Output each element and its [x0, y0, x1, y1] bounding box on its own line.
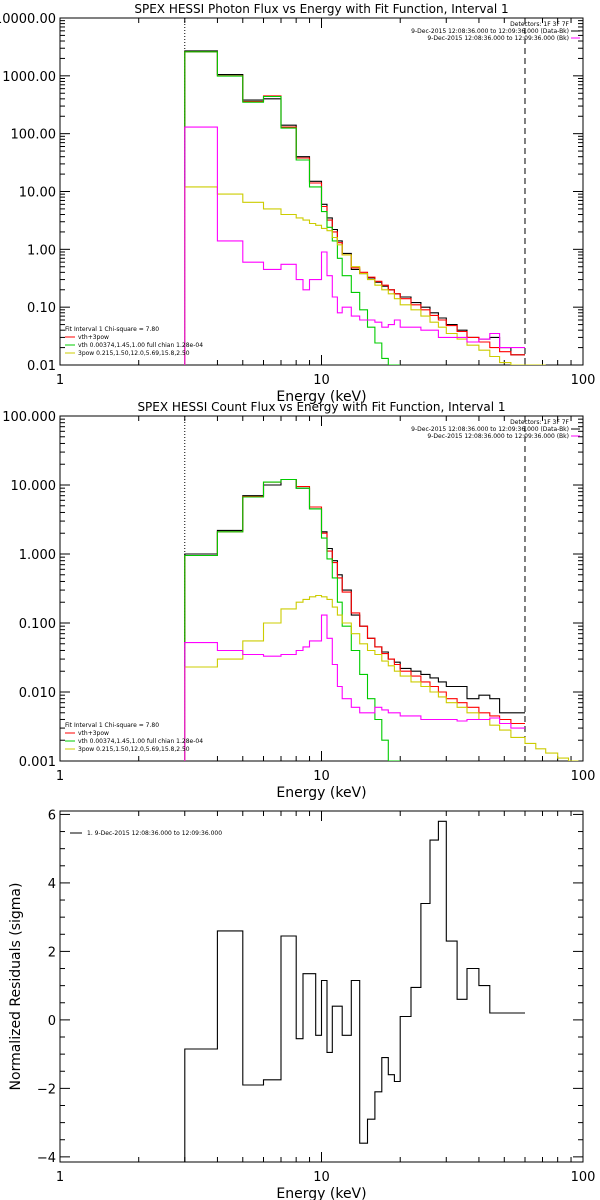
chart-title: SPEX HESSI Photon Flux vs Energy with Fi… — [134, 2, 508, 16]
fit-legend-line: vth 0.00374,1.45,1.00 full chian 1.28e-0… — [78, 342, 203, 349]
fit-legend-line: Fit Interval 1 Chi-square = 7.80 — [65, 326, 159, 333]
fit-legend-line: vth+3pow — [78, 730, 109, 737]
fit-legend: Fit Interval 1 Chi-square = 7.80vth+3pow… — [65, 326, 203, 357]
y-tick-label: 1000.00 — [2, 70, 56, 85]
y-tick-label: 100.00 — [11, 128, 57, 143]
detector-info-line: Detectors: 1F 3F 7F — [510, 21, 569, 28]
y-axis: −4 −2 0 2 4 6 Normalized Residuals (sigma) — [8, 808, 583, 1166]
y-tick-label: 10.00 — [19, 186, 56, 201]
series-vth — [184, 478, 401, 761]
x-tick-label: 100 — [571, 373, 596, 388]
x-tick-label: 10 — [313, 373, 330, 388]
x-tick-label: 1 — [56, 373, 64, 388]
legend-label: 1. 9-Dec-2015 12:08:36.000 to 12:09:36.0… — [87, 830, 222, 837]
detector-info-line: 9-Dec-2015 12:08:36.000 to 12:09:36.000 … — [411, 426, 569, 433]
fit-legend-line: vth 0.00374,1.45,1.00 full chian 1.28e-0… — [78, 738, 203, 745]
x-axis: 1 10 100 Energy (keV) — [56, 18, 596, 405]
chart-3: 1 10 100 Energy (keV) −4 −2 0 2 4 6 Normalized Res… — [8, 808, 595, 1200]
x-tick-label: 1 — [56, 769, 64, 784]
series-data-bk — [184, 478, 525, 761]
series-1-9-dec-2015-12-08-36-000-to-12-09-36-000 — [184, 820, 525, 1162]
y-tick-label: 2 — [48, 945, 56, 960]
fit-legend-line: 3pow 0.215,1.50,12.0,5.69,15.8,2.50 — [78, 350, 190, 357]
detector-info-line: 9-Dec-2015 12:08:36.000 to 12:09:36.000 … — [427, 35, 569, 42]
legend: 1. 9-Dec-2015 12:08:36.000 to 12:09:36.0… — [70, 830, 222, 837]
y-tick-label: 0.100 — [19, 617, 56, 632]
x-tick-label: 100 — [571, 769, 596, 784]
detector-info-line: 9-Dec-2015 12:08:36.000 to 12:09:36.000 … — [427, 433, 569, 440]
x-tick-label: 100 — [571, 1170, 596, 1185]
fit-legend: Fit Interval 1 Chi-square = 7.80vth+3pow… — [65, 722, 203, 753]
chart-1: SPEX HESSI Photon Flux vs Energy with Fi… — [0, 2, 595, 405]
series-vth-3pow — [184, 51, 525, 365]
chart-2: SPEX HESSI Count Flux vs Energy with Fit… — [2, 400, 595, 801]
y-tick-label: 10000.00 — [0, 12, 56, 27]
y-tick-label: 0.10 — [27, 301, 56, 316]
x-axis-label: Energy (keV) — [276, 389, 366, 405]
y-tick-label: 0.001 — [19, 755, 56, 770]
y-axis: 0.01 0.10 1.00 10.00 100.00 1000.00 10000.00 — [0, 12, 583, 374]
y-tick-label: 0 — [48, 1014, 56, 1029]
x-axis-label: Energy (keV) — [276, 785, 366, 801]
x-axis: 1 10 100 Energy (keV) — [56, 811, 596, 1200]
y-tick-label: −4 — [37, 1151, 56, 1166]
series-3pow — [184, 594, 579, 761]
series-vth — [184, 51, 401, 365]
y-tick-label: 100.000 — [2, 410, 56, 425]
fit-legend-line: Fit Interval 1 Chi-square = 7.80 — [65, 722, 159, 729]
series-group — [184, 50, 546, 365]
series-3pow — [184, 186, 546, 365]
detector-info: Detectors: 1F 3F 7F9-Dec-2015 12:08:36.0… — [411, 419, 580, 440]
y-tick-label: 0.010 — [19, 686, 56, 701]
x-tick-label: 10 — [313, 769, 330, 784]
y-tick-label: 0.01 — [27, 359, 56, 374]
series-bk — [184, 614, 525, 761]
fit-legend-line: 3pow 0.215,1.50,12.0,5.69,15.8,2.50 — [78, 746, 190, 753]
chart-title: SPEX HESSI Count Flux vs Energy with Fit… — [137, 400, 505, 414]
y-axis-label: Normalized Residuals (sigma) — [8, 883, 24, 1091]
detector-info-line: 9-Dec-2015 12:08:36.000 to 12:09:36.000 … — [411, 28, 569, 35]
y-tick-label: 10.000 — [11, 479, 57, 494]
plot-frame — [59, 415, 584, 762]
x-axis-label: Energy (keV) — [276, 1186, 366, 1200]
x-axis: 1 10 100 Energy (keV) — [56, 416, 596, 801]
y-tick-label: 1.000 — [19, 548, 56, 563]
y-tick-label: −2 — [37, 1082, 56, 1097]
y-tick-label: 6 — [48, 808, 56, 823]
series-vth-3pow — [184, 478, 525, 761]
y-axis: 0.001 0.010 0.100 1.000 10.000 100.000 — [2, 410, 583, 770]
detector-info: Detectors: 1F 3F 7F9-Dec-2015 12:08:36.0… — [411, 21, 580, 42]
series-group — [184, 478, 579, 761]
series-group — [184, 820, 525, 1162]
y-tick-label: 4 — [48, 877, 56, 892]
y-tick-label: 1.00 — [27, 243, 56, 258]
series-data-bk — [184, 50, 525, 365]
series-bk — [184, 126, 525, 365]
x-tick-label: 10 — [313, 1170, 330, 1185]
detector-info-line: Detectors: 1F 3F 7F — [510, 419, 569, 426]
x-tick-label: 1 — [56, 1170, 64, 1185]
fit-legend-line: vth+3pow — [78, 334, 109, 341]
